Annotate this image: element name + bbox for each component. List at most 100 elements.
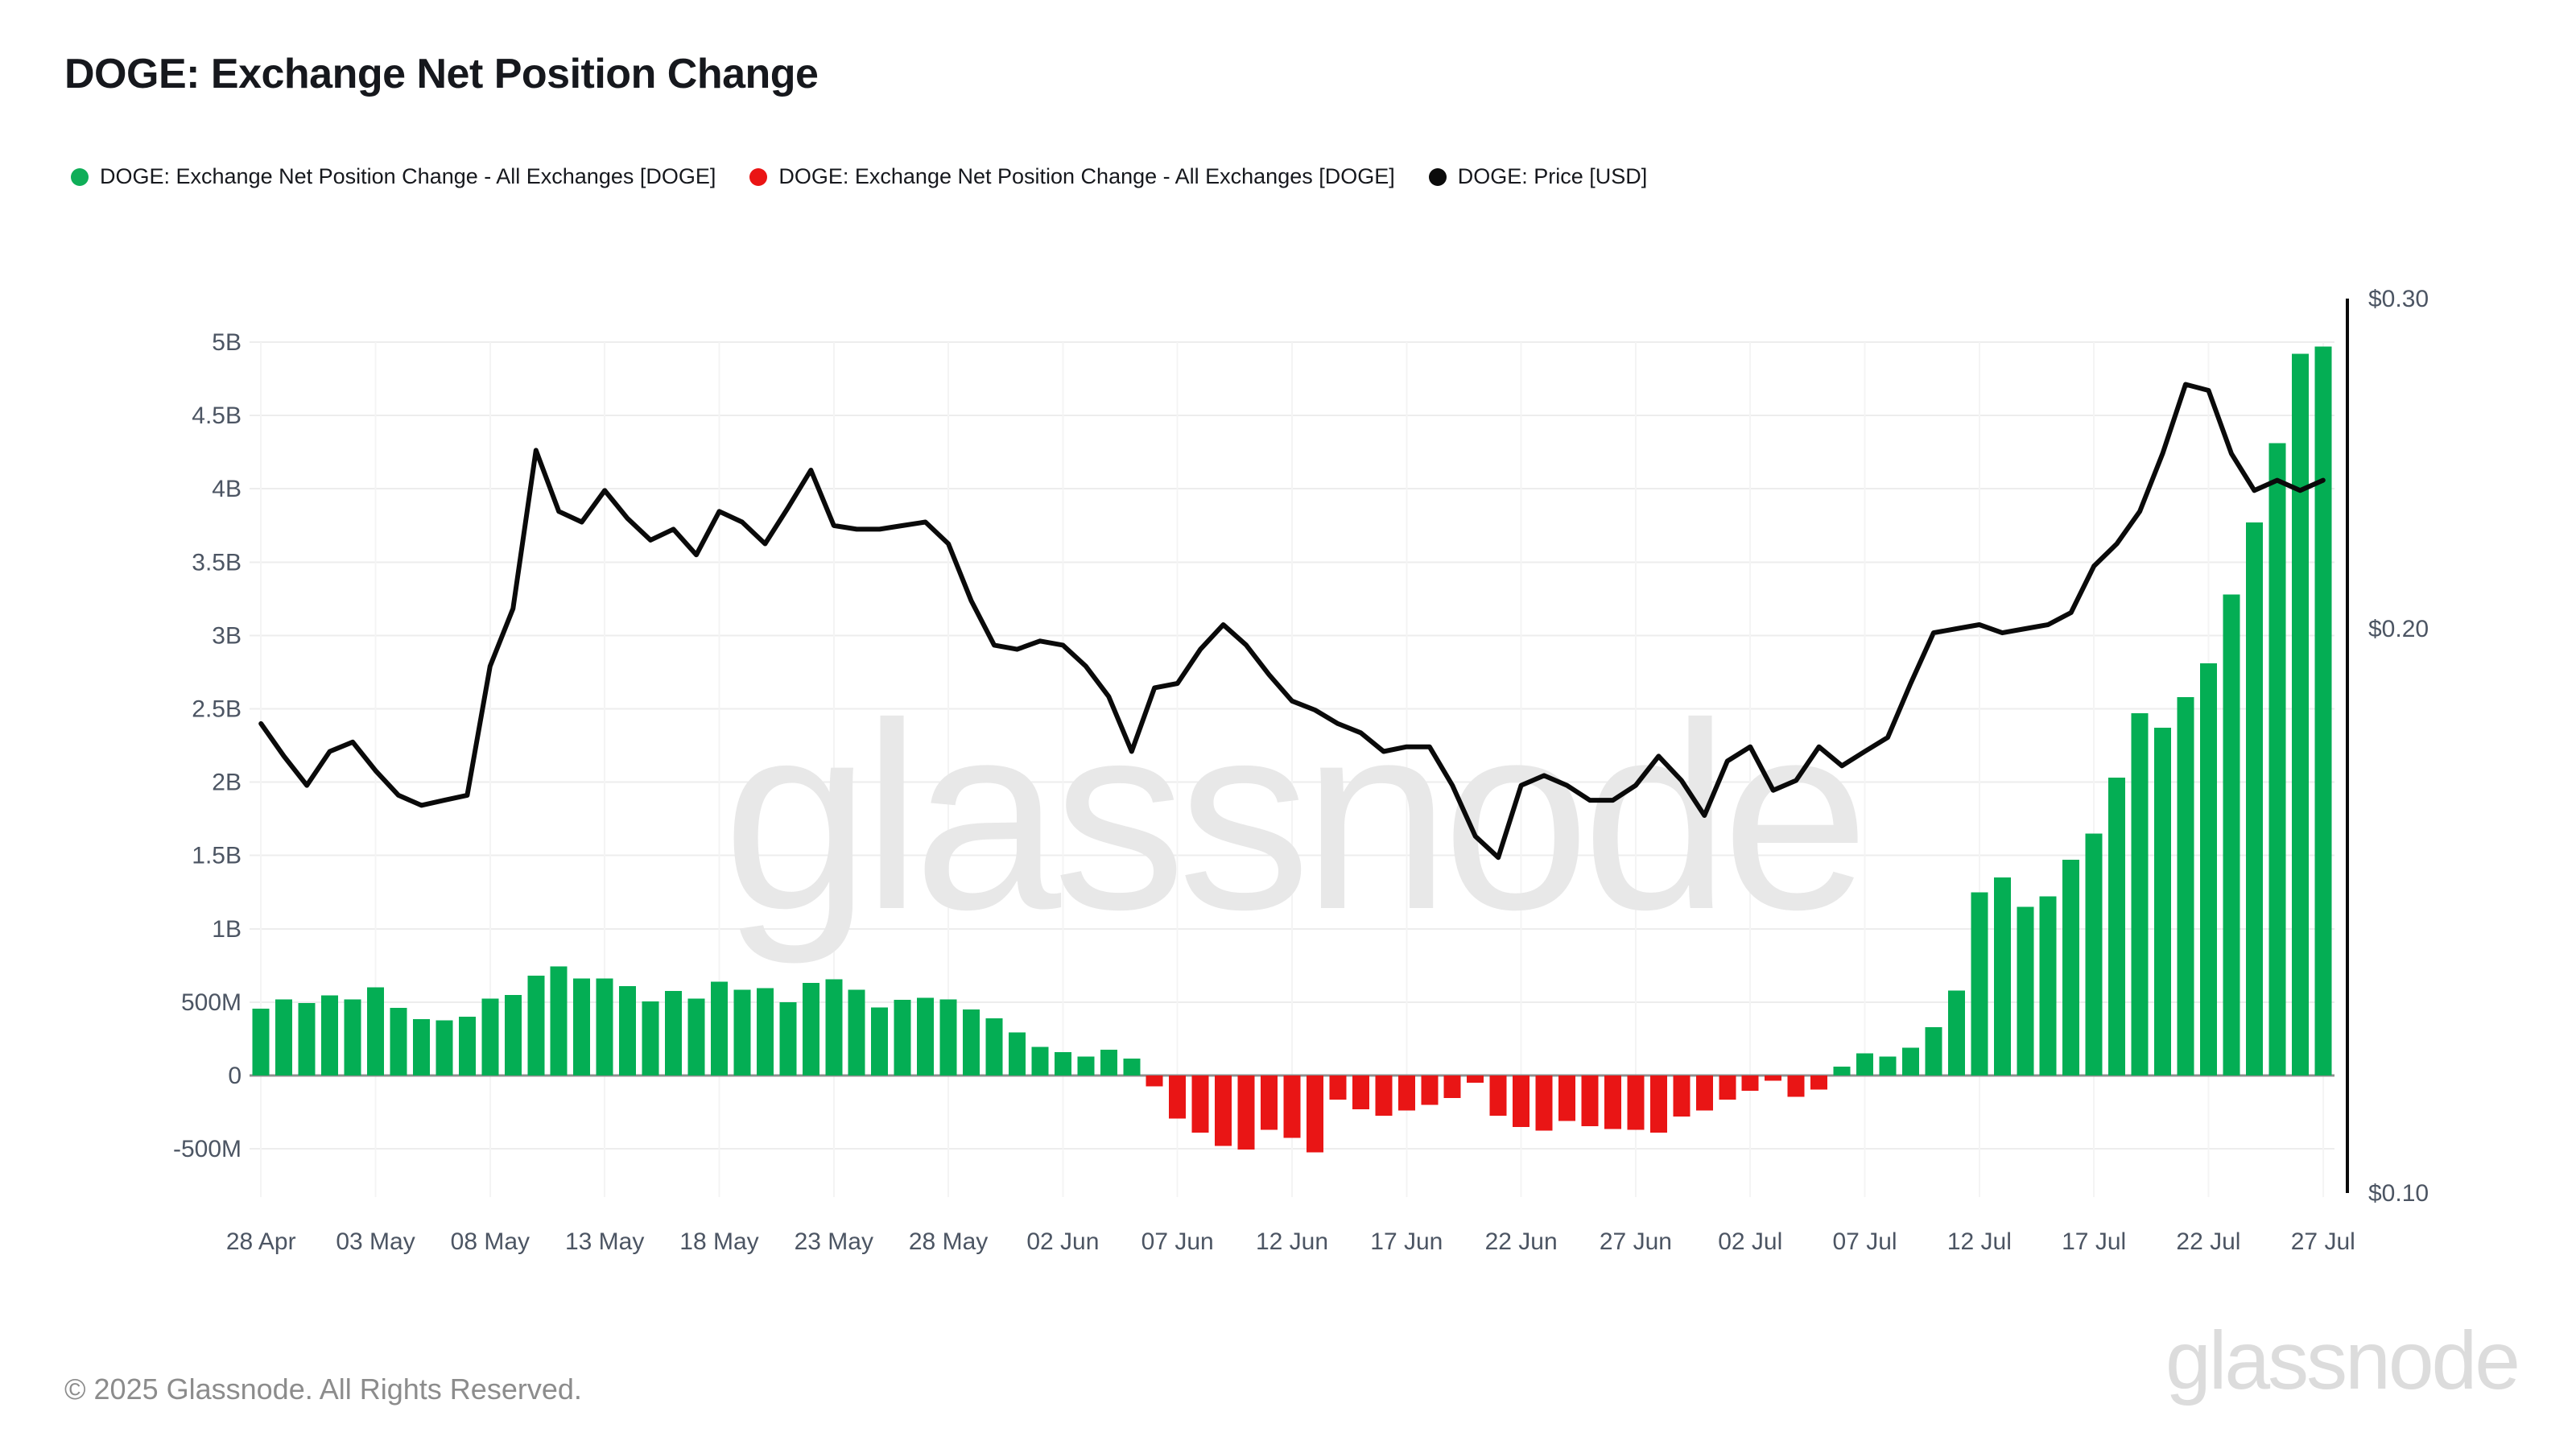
legend-item-price[interactable]: DOGE: Price [USD] (1428, 164, 1647, 189)
net-position-bar-25-May[interactable] (871, 1007, 889, 1075)
net-position-bar-23-Jun[interactable] (1535, 1075, 1553, 1131)
net-position-bar-29-Apr[interactable] (275, 999, 293, 1075)
net-position-bar-02-May[interactable] (344, 999, 361, 1075)
net-position-bar-05-Jul[interactable] (1810, 1075, 1828, 1090)
net-position-bar-02-Jun[interactable] (1054, 1051, 1071, 1075)
net-position-bar-09-Jul[interactable] (1901, 1047, 1919, 1075)
net-position-bar-31-May[interactable] (1008, 1032, 1026, 1075)
net-position-bar-13-Jul[interactable] (1993, 877, 2011, 1075)
net-position-bar-21-Jul[interactable] (2177, 696, 2194, 1075)
net-position-bar-15-May[interactable] (642, 1001, 659, 1075)
net-position-bar-13-May[interactable] (596, 978, 613, 1075)
x-axis-tick-label: 22 Jul (2176, 1228, 2240, 1255)
net-position-bar-30-May[interactable] (985, 1018, 1003, 1075)
net-position-bar-18-May[interactable] (710, 981, 728, 1075)
net-position-bar-08-Jul[interactable] (1879, 1056, 1897, 1075)
net-position-bar-02-Jul[interactable] (1741, 1075, 1759, 1092)
net-position-bar-01-Jun[interactable] (1031, 1046, 1049, 1075)
net-position-bar-07-May[interactable] (458, 1017, 476, 1075)
net-position-bar-16-May[interactable] (665, 991, 683, 1075)
net-position-bar-18-Jul[interactable] (2108, 778, 2126, 1075)
net-position-bar-09-May[interactable] (504, 994, 522, 1075)
net-position-bar-26-Jun[interactable] (1604, 1075, 1621, 1129)
net-position-bar-04-Jun[interactable] (1100, 1050, 1117, 1075)
net-position-bar-27-Jul[interactable] (2314, 346, 2332, 1075)
net-position-bar-21-Jun[interactable] (1489, 1075, 1507, 1117)
net-position-bar-23-May[interactable] (825, 979, 843, 1075)
net-position-bar-06-May[interactable] (436, 1020, 453, 1075)
net-position-bar-29-May[interactable] (963, 1009, 980, 1075)
net-position-bar-11-Jun[interactable] (1261, 1075, 1278, 1130)
net-position-bar-13-Jun[interactable] (1306, 1075, 1323, 1153)
net-position-bar-24-Jul[interactable] (2245, 522, 2263, 1075)
net-position-bar-16-Jun[interactable] (1375, 1075, 1393, 1117)
net-position-bar-03-May[interactable] (367, 987, 385, 1075)
price-axis-tick-label: $0.10 (2368, 1180, 2429, 1207)
net-position-bar-12-Jul[interactable] (1971, 892, 1988, 1075)
net-position-bar-11-Jul[interactable] (1947, 990, 1965, 1075)
net-position-bar-28-May[interactable] (939, 999, 957, 1075)
net-position-bar-20-Jun[interactable] (1467, 1075, 1484, 1084)
legend-item-net-position-positive[interactable]: DOGE: Exchange Net Position Change - All… (71, 164, 716, 189)
net-position-bar-20-Jul[interactable] (2154, 728, 2172, 1075)
net-position-bar-21-May[interactable] (779, 1001, 797, 1075)
net-position-bar-25-Jun[interactable] (1581, 1075, 1599, 1126)
net-position-bar-10-May[interactable] (527, 976, 545, 1075)
net-position-bar-08-May[interactable] (481, 998, 499, 1075)
net-position-bar-12-May[interactable] (573, 978, 591, 1075)
net-position-bar-22-Jul[interactable] (2199, 663, 2217, 1075)
net-position-bar-06-Jul[interactable] (1833, 1067, 1851, 1075)
net-position-bar-26-May[interactable] (894, 1000, 911, 1075)
net-position-bar-17-Jul[interactable] (2085, 833, 2103, 1075)
net-position-bar-23-Jul[interactable] (2223, 594, 2240, 1075)
net-position-bar-14-May[interactable] (619, 985, 637, 1075)
net-position-bar-07-Jun[interactable] (1169, 1075, 1187, 1119)
net-position-bar-04-Jul[interactable] (1787, 1075, 1805, 1097)
net-position-bar-14-Jun[interactable] (1329, 1075, 1347, 1100)
net-position-bar-27-May[interactable] (917, 997, 935, 1075)
net-position-bar-28-Jun[interactable] (1649, 1075, 1667, 1133)
net-position-bar-01-Jul[interactable] (1719, 1075, 1736, 1100)
net-position-bar-12-Jun[interactable] (1283, 1075, 1301, 1138)
net-position-bar-24-May[interactable] (848, 989, 865, 1075)
net-position-bar-30-Apr[interactable] (298, 1002, 316, 1075)
net-position-bar-03-Jun[interactable] (1077, 1056, 1095, 1075)
legend-item-net-position-negative[interactable]: DOGE: Exchange Net Position Change - All… (749, 164, 1395, 189)
net-position-bar-06-Jun[interactable] (1146, 1075, 1163, 1087)
net-position-bar-22-Jun[interactable] (1513, 1075, 1530, 1127)
net-position-bar-16-Jul[interactable] (2062, 860, 2080, 1075)
net-position-bar-14-Jul[interactable] (2017, 906, 2034, 1075)
net-position-bar-03-Jul[interactable] (1765, 1075, 1782, 1081)
net-position-bar-08-Jun[interactable] (1191, 1075, 1209, 1133)
net-position-bar-30-Jun[interactable] (1695, 1075, 1713, 1111)
net-position-bar-25-Jul[interactable] (2268, 443, 2286, 1075)
net-position-bar-15-Jul[interactable] (2039, 896, 2057, 1075)
net-position-bar-28-Apr[interactable] (252, 1009, 270, 1075)
net-position-bar-22-May[interactable] (802, 983, 819, 1075)
price-line[interactable] (258, 382, 2326, 861)
y-axis-tick-label: 1.5B (192, 843, 242, 869)
net-position-bar-10-Jun[interactable] (1237, 1075, 1255, 1150)
net-position-bar-11-May[interactable] (550, 966, 568, 1075)
net-position-bar-19-May[interactable] (733, 989, 751, 1075)
net-position-bar-29-Jun[interactable] (1673, 1075, 1690, 1117)
net-position-bar-26-Jul[interactable] (2291, 353, 2309, 1075)
net-position-bar-04-May[interactable] (390, 1008, 407, 1075)
net-position-bar-20-May[interactable] (756, 988, 774, 1075)
net-position-bar-09-Jun[interactable] (1215, 1075, 1232, 1146)
net-position-bar-19-Jun[interactable] (1443, 1075, 1461, 1099)
net-position-bar-05-May[interactable] (412, 1018, 430, 1075)
net-position-bar-17-Jun[interactable] (1397, 1075, 1415, 1111)
net-position-bar-01-May[interactable] (321, 995, 339, 1075)
legend: DOGE: Exchange Net Position Change - All… (71, 164, 1647, 189)
net-position-bar-27-Jun[interactable] (1627, 1075, 1645, 1130)
net-position-bar-24-Jun[interactable] (1558, 1075, 1576, 1121)
net-position-bar-07-Jul[interactable] (1856, 1053, 1874, 1075)
net-position-bar-19-Jul[interactable] (2131, 712, 2149, 1075)
net-position-bar-15-Jun[interactable] (1352, 1075, 1369, 1109)
net-position-bar-17-May[interactable] (687, 998, 705, 1075)
net-position-bar-10-Jul[interactable] (1925, 1026, 1942, 1075)
net-position-bar-18-Jun[interactable] (1421, 1075, 1439, 1105)
net-position-bar-05-Jun[interactable] (1123, 1059, 1141, 1075)
